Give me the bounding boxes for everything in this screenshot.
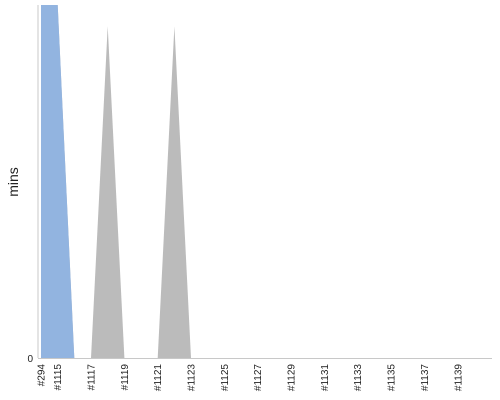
y-tick-labels: 0 xyxy=(27,354,33,365)
x-tick-label: #1125 xyxy=(220,364,231,392)
series-1-area-1 xyxy=(91,26,125,358)
x-tick-label: #1117 xyxy=(87,364,98,391)
x-tick-label: #1139 xyxy=(453,364,464,392)
x-tick-label: #1119 xyxy=(120,364,131,391)
x-tick-labels: #294 #1115 #1117 #1119 #1121 #1123 #1125 #1127 #… xyxy=(37,364,465,392)
series-0-area-0 xyxy=(41,5,75,358)
x-tick-label: #1129 xyxy=(287,364,298,392)
x-tick-label: #1115 xyxy=(53,364,64,391)
x-tick-label: #294 xyxy=(37,364,48,387)
x-tick-label: #1135 xyxy=(387,364,398,392)
y-tick-label: 0 xyxy=(27,354,33,365)
y-axis-title: mins xyxy=(5,167,21,197)
series-layer xyxy=(41,5,191,358)
x-tick-label: #1137 xyxy=(420,364,431,392)
x-tick-label: #1121 xyxy=(153,364,164,392)
x-tick-label: #1131 xyxy=(320,364,331,392)
x-tick-label: #1127 xyxy=(253,364,264,392)
series-1-area-2 xyxy=(157,26,191,358)
x-tick-label: #1123 xyxy=(187,364,198,392)
x-tick-label: #1133 xyxy=(353,364,364,392)
